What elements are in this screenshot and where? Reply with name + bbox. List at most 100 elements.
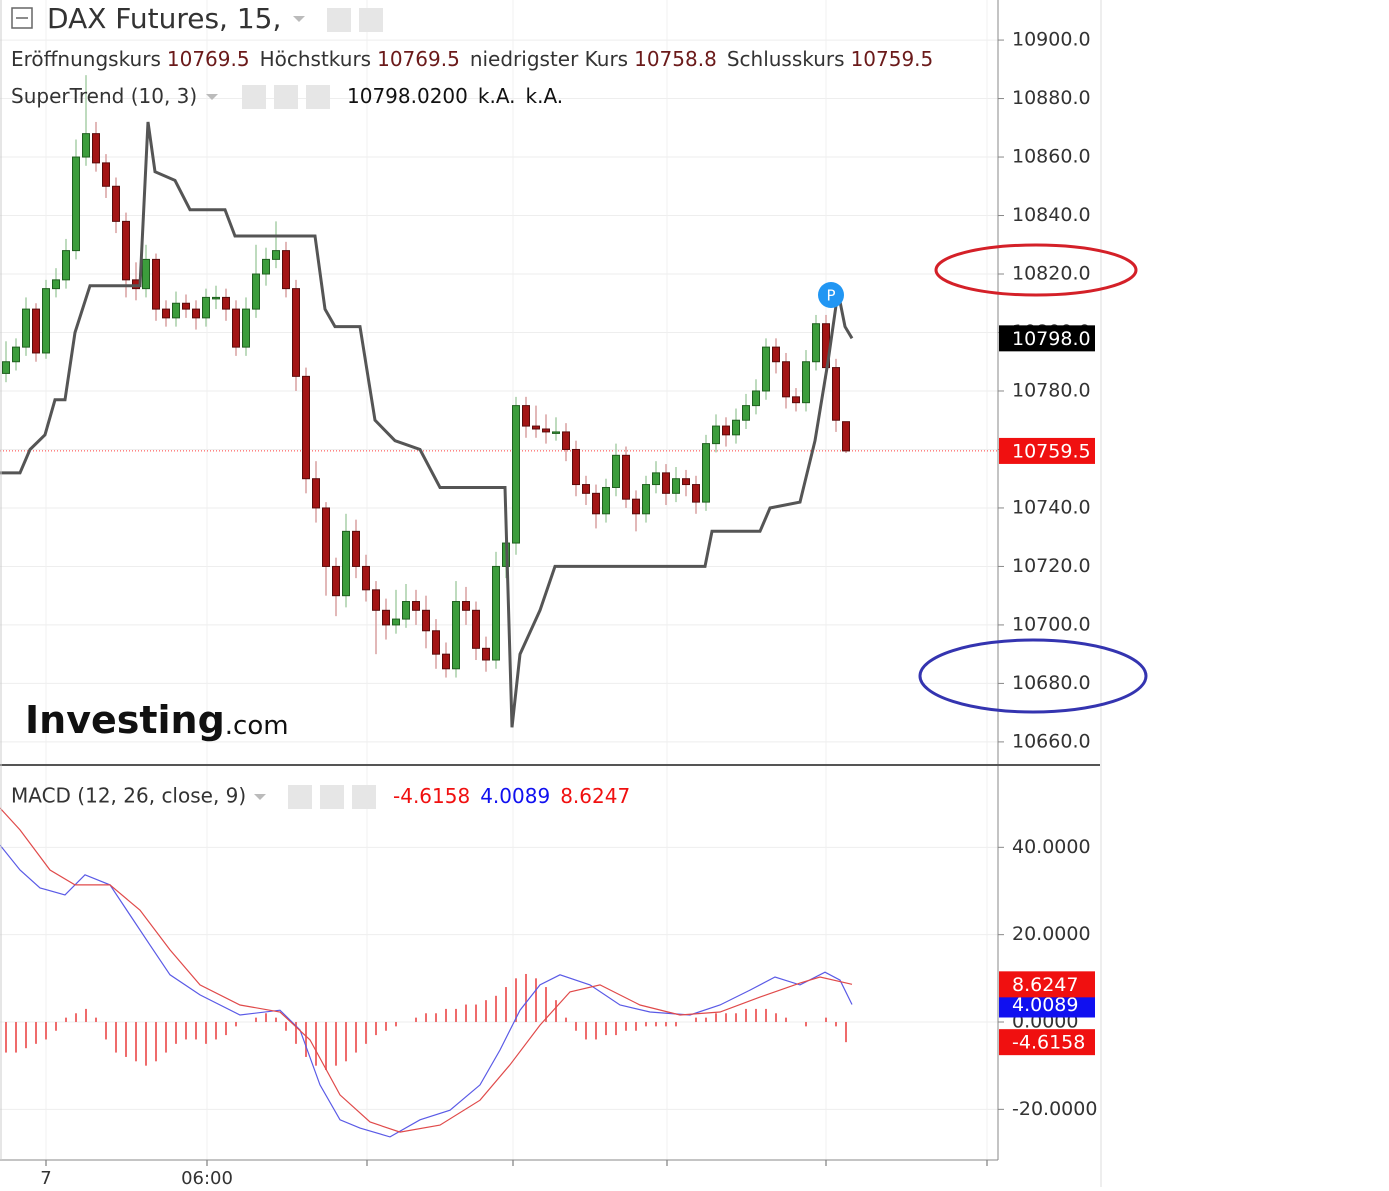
y-tick-label: 20.0000 [1012, 923, 1091, 945]
candle-body [382, 609, 390, 626]
settings-icon[interactable] [359, 8, 383, 32]
candle-body [192, 308, 200, 319]
y-tick-label: 10840.0 [1012, 204, 1091, 226]
candle-body [182, 302, 190, 310]
y-tick-label: -20.0000 [1012, 1098, 1097, 1120]
candle-body [572, 448, 580, 486]
candle-body [452, 601, 460, 670]
candle-body [42, 288, 50, 354]
candle-body [832, 367, 840, 421]
candle-body [522, 405, 530, 427]
ohlc-label: Schlusskurs [727, 47, 845, 71]
candle-body [602, 486, 610, 515]
candle-body [302, 375, 310, 480]
candle-body [462, 601, 470, 611]
y-tick-label: 10720.0 [1012, 555, 1091, 577]
candle-body [162, 308, 170, 319]
candle-body [742, 405, 750, 421]
candle-body [562, 431, 570, 450]
candle-body [752, 390, 760, 407]
settings-icon[interactable] [320, 785, 344, 809]
grid [0, 0, 1004, 1166]
pivot-marker[interactable] [818, 282, 844, 308]
candle-body [472, 609, 480, 649]
candle-body [2, 361, 10, 374]
candle-body [432, 630, 440, 655]
candle-body [222, 296, 230, 310]
candle-body [802, 361, 810, 404]
y-tick-label: 10860.0 [1012, 146, 1091, 168]
candle-body [122, 220, 130, 281]
candle-body [342, 530, 350, 597]
candle-body [412, 601, 420, 611]
remove-icon[interactable] [352, 785, 376, 809]
candle-body [592, 492, 600, 515]
candle-body [442, 653, 450, 670]
candle-body [532, 425, 540, 430]
candle-body [262, 258, 270, 275]
candle-body [622, 454, 630, 500]
candle-body [292, 288, 300, 377]
macd-title: MACD (12, 26, close, 9) [11, 784, 246, 808]
candle-body [692, 484, 700, 503]
visibility-icon[interactable] [242, 85, 266, 109]
y-tick-label: 10820.0 [1012, 263, 1091, 285]
indicator-value: 4.0089 [480, 784, 550, 808]
highlight-ellipse [918, 638, 1148, 714]
ohlc-label: Eröffnungskurs [11, 47, 161, 71]
ohlc-label: niedrigster Kurs [470, 47, 628, 71]
line [0, 844, 853, 1138]
watermark-brand: Investing [25, 698, 225, 742]
legend-entry: SuperTrend (10, 3) [11, 84, 197, 108]
candle-body [32, 308, 40, 354]
remove-icon[interactable] [306, 85, 330, 109]
y-tick-label: 10780.0 [1012, 379, 1091, 401]
candle-body [232, 308, 240, 348]
candle-body [422, 609, 430, 632]
price-tag [999, 437, 1095, 464]
candle-body [272, 250, 280, 260]
candle-body [312, 478, 320, 509]
candle-body [482, 647, 490, 661]
collapse-icon[interactable] [11, 7, 33, 29]
candle-body [842, 421, 850, 452]
ohlc-label: Höchstkurs [260, 47, 372, 71]
candle-body [652, 472, 660, 486]
candle-body [352, 530, 360, 567]
candle-body [112, 185, 120, 222]
supertrend-legend: SuperTrend (10, 3) [11, 84, 197, 108]
candle-body [152, 258, 160, 310]
candle-body [52, 279, 60, 290]
dropdown-caret[interactable] [254, 794, 266, 800]
candle-body [372, 589, 380, 611]
candle-body [332, 565, 340, 597]
candle-body [402, 601, 410, 620]
candle-body [552, 431, 560, 434]
ohlc-value: 10769.5 [167, 47, 250, 71]
candle-body [712, 425, 720, 445]
pivot-marker-letter: P [826, 287, 835, 305]
x-tick-label: 06:00 [181, 1168, 233, 1187]
candle-body [732, 419, 740, 436]
price-tag-label: -4.6158 [1012, 1032, 1085, 1054]
candle-body [142, 258, 150, 290]
candle-body [722, 425, 730, 436]
candle-body [92, 133, 100, 164]
candle-body [392, 618, 400, 626]
candle-body [762, 346, 770, 392]
candle-body [812, 323, 820, 363]
visibility-icon[interactable] [288, 785, 312, 809]
candle-body [72, 156, 80, 252]
dropdown-caret[interactable] [293, 16, 305, 22]
indicator-value: -4.6158 [393, 784, 470, 808]
dropdown-caret[interactable] [206, 94, 218, 100]
candle-body [102, 162, 110, 187]
settings-icon[interactable] [274, 85, 298, 109]
price-tag [999, 1029, 1095, 1056]
candle-body [172, 302, 180, 319]
ohlc-legend: Eröffnungskurs 10769.5 Höchstkurs 10769.5 ni… [11, 47, 933, 71]
line [0, 807, 853, 1133]
visibility-icon[interactable] [327, 8, 351, 32]
candle-body [772, 346, 780, 363]
